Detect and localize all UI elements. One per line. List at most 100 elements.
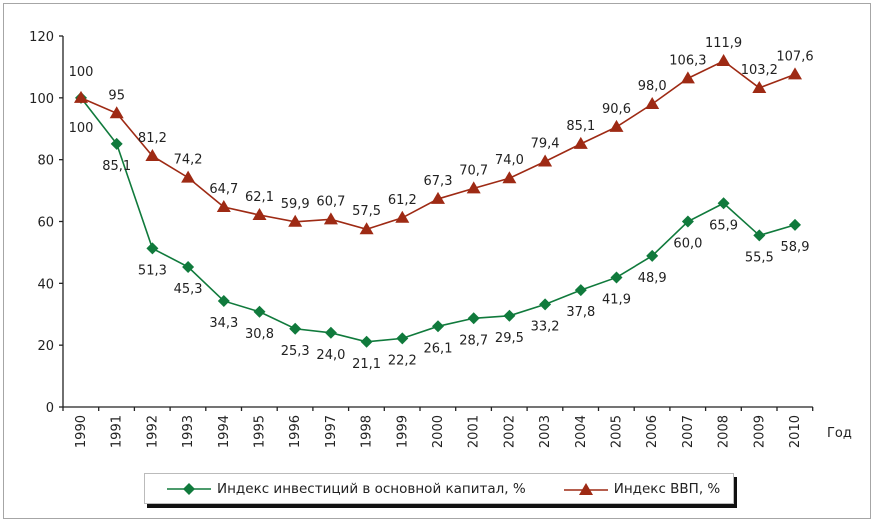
data-label: 74,0 xyxy=(495,153,524,168)
data-label: 60,7 xyxy=(316,194,345,209)
data-label: 64,7 xyxy=(209,182,238,197)
diamond-marker xyxy=(574,284,587,297)
diamond-marker xyxy=(717,197,730,210)
x-tick-label: 2009 xyxy=(752,415,767,448)
data-label: 100 xyxy=(69,65,94,80)
diamond-marker xyxy=(396,332,409,345)
data-label: 81,2 xyxy=(138,131,167,146)
diamond-marker xyxy=(324,326,337,339)
diamond-marker xyxy=(539,298,552,311)
diamond-marker xyxy=(753,229,766,242)
diamond-marker xyxy=(646,249,659,262)
data-labels-layer: 100 85,1 51,3 45,3 34,3 30,8 25,3 24,0 21,1 22,2 2… xyxy=(69,36,814,372)
data-label: 111,9 xyxy=(705,36,742,51)
data-label: 25,3 xyxy=(281,344,310,359)
x-tick-label: 2007 xyxy=(681,415,696,448)
y-tick-label: 80 xyxy=(37,154,54,169)
x-tick-label: 1992 xyxy=(145,415,160,448)
x-tick-label: 1996 xyxy=(288,415,303,448)
diamond-marker xyxy=(253,305,266,318)
y-tick-label: 60 xyxy=(37,216,54,231)
x-axis-label: Год xyxy=(827,426,852,441)
triangle-marker xyxy=(431,191,445,204)
triangle-marker xyxy=(752,80,767,93)
data-label: 29,5 xyxy=(495,331,524,346)
x-tick-label: 1993 xyxy=(181,415,196,448)
data-label: 65,9 xyxy=(709,218,738,233)
triangle-marker xyxy=(788,67,802,80)
x-tick-label: 2003 xyxy=(538,415,553,448)
data-label: 57,5 xyxy=(352,204,381,219)
data-label: 41,9 xyxy=(602,292,631,307)
data-label: 45,3 xyxy=(174,282,203,297)
triangle-marker xyxy=(252,208,267,221)
triangle-marker xyxy=(502,171,517,184)
data-label: 55,5 xyxy=(745,250,774,265)
x-tick-label: 2010 xyxy=(788,415,803,448)
data-label: 26,1 xyxy=(424,341,453,356)
data-label: 22,2 xyxy=(388,353,417,368)
legend: Индекс инвестиций в основной капитал, % … xyxy=(144,473,734,504)
triangle-marker-icon xyxy=(563,482,608,495)
data-label: 70,7 xyxy=(459,163,488,178)
x-tick-label: 1994 xyxy=(217,415,232,448)
axes: 0 20 40 60 80 100 120 1990 1991 1992 1993 1994 1995 1… xyxy=(29,30,814,448)
triangle-marker xyxy=(181,170,196,183)
data-label: 74,2 xyxy=(174,153,203,168)
x-tick-label: 2006 xyxy=(645,415,660,448)
x-tick-label: 1997 xyxy=(324,415,339,448)
data-label: 85,1 xyxy=(566,119,595,134)
data-label: 58,9 xyxy=(781,240,810,255)
x-tick-label: 2002 xyxy=(502,415,517,448)
data-label: 34,3 xyxy=(209,316,238,331)
legend-label-gdp: Индекс ВВП, % xyxy=(613,480,721,497)
data-label: 98,0 xyxy=(638,79,667,94)
x-tick-label: 1995 xyxy=(253,415,268,448)
x-tick-label: 1990 xyxy=(74,415,89,448)
y-tick-label: 40 xyxy=(37,277,54,292)
legend-item-gdp: Индекс ВВП, % xyxy=(563,480,721,497)
data-label: 67,3 xyxy=(424,174,453,189)
diamond-marker xyxy=(681,215,694,228)
data-label: 28,7 xyxy=(459,333,488,348)
diamond-marker xyxy=(467,312,480,325)
x-tick-label: 1991 xyxy=(110,415,125,448)
series-line-1 xyxy=(80,60,796,231)
x-tick-label: 2001 xyxy=(467,415,482,448)
y-tick-label: 100 xyxy=(29,92,54,107)
diamond-marker xyxy=(182,260,195,273)
data-label: 85,1 xyxy=(102,159,131,174)
triangle-marker xyxy=(716,54,731,67)
triangle-marker xyxy=(466,181,481,194)
triangle-marker xyxy=(288,214,303,227)
diamond-marker xyxy=(289,322,302,335)
diamond-marker xyxy=(146,242,159,255)
triangle-marker xyxy=(573,136,588,149)
legend-item-investment: Индекс инвестиций в основной капитал, % xyxy=(167,481,526,497)
data-label: 37,8 xyxy=(566,305,595,320)
chart-frame xyxy=(3,3,871,519)
data-label: 62,1 xyxy=(245,190,274,205)
diamond-marker xyxy=(610,271,623,284)
triangle-marker xyxy=(645,97,660,110)
data-label: 61,2 xyxy=(388,193,417,208)
data-label: 51,3 xyxy=(138,263,167,278)
x-tick-label: 2000 xyxy=(431,415,446,448)
diamond-marker xyxy=(110,137,123,150)
data-label: 100 xyxy=(69,121,94,136)
x-tick-label: 2008 xyxy=(717,415,732,448)
diamond-marker-icon xyxy=(167,482,211,495)
triangle-marker xyxy=(323,212,338,225)
series-layer xyxy=(74,54,802,348)
diamond-marker xyxy=(360,335,373,348)
data-label: 33,2 xyxy=(531,319,560,334)
data-label: 48,9 xyxy=(638,271,667,286)
triangle-marker xyxy=(74,90,88,103)
data-label: 95 xyxy=(108,88,125,103)
triangle-marker xyxy=(359,222,374,235)
diamond-marker xyxy=(432,320,444,333)
data-label: 103,2 xyxy=(741,63,778,78)
data-label: 107,6 xyxy=(776,49,813,64)
diamond-marker xyxy=(217,294,230,307)
